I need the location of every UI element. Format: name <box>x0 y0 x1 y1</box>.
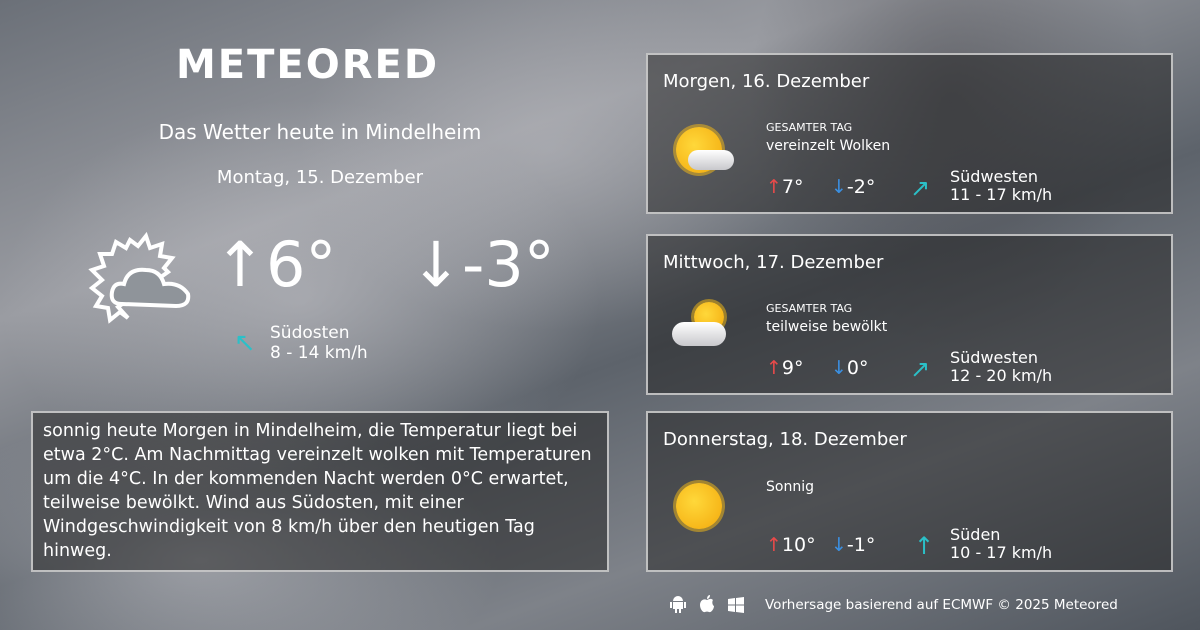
wind-speed: 11 - 17 km/h <box>950 185 1053 204</box>
wind-speed: 8 - 14 km/h <box>270 343 368 363</box>
arrow-up-icon: ↑ <box>766 534 782 556</box>
arrow-down-icon: ↓ <box>831 534 847 556</box>
wind-direction: Südwesten <box>950 348 1038 367</box>
apple-icon[interactable] <box>699 594 715 614</box>
forecast-card[interactable]: Donnerstag, 18. Dezember Sonnig ↑10° ↓-1… <box>646 411 1173 572</box>
card-title: Mittwoch, 17. Dezember <box>663 252 884 273</box>
low-temp: -2° <box>846 176 876 198</box>
wind-direction: Süden <box>950 525 1001 544</box>
wind-direction: Südwesten <box>950 167 1038 186</box>
card-condition: vereinzelt Wolken <box>766 138 891 154</box>
forecast-card[interactable]: Mittwoch, 17. Dezember GESAMTER TAG teil… <box>646 234 1173 395</box>
arrow-down-icon: ↓ <box>831 357 847 379</box>
today-date: Montag, 15. Dezember <box>216 167 424 188</box>
wind-speed: 10 - 17 km/h <box>950 543 1053 562</box>
footer-credit: Vorhersage basierend auf ECMWF © 2025 Me… <box>765 597 1118 613</box>
wind-direction: Südosten <box>270 323 350 343</box>
wind-speed: 12 - 20 km/h <box>950 366 1053 385</box>
meteored-logo[interactable]: METEORED <box>176 42 440 88</box>
arrow-up-icon: ↑ <box>766 357 782 379</box>
sun-cloud-outline-icon <box>88 232 191 324</box>
card-title: Morgen, 16. Dezember <box>663 71 870 92</box>
wind-arrow-icon: ↖ <box>234 328 256 358</box>
high-temp: 7° <box>781 176 804 198</box>
weather-description: sonnig heute Morgen in Mindelheim, die T… <box>31 411 609 572</box>
wind-arrow-icon: ↗ <box>910 355 931 383</box>
windows-icon[interactable] <box>728 597 744 613</box>
low-temp: -1° <box>846 534 876 556</box>
card-condition: teilweise bewölkt <box>766 319 888 335</box>
card-title: Donnerstag, 18. Dezember <box>663 429 907 450</box>
high-temp: 10° <box>781 534 816 556</box>
card-condition: Sonnig <box>766 479 814 495</box>
low-temp: 0° <box>846 357 869 379</box>
high-temp: 9° <box>781 357 804 379</box>
android-icon[interactable] <box>670 594 686 614</box>
today-high: ↑6° <box>214 228 337 301</box>
forecast-card[interactable]: Morgen, 16. Dezember GESAMTER TAG verein… <box>646 53 1173 214</box>
today-wind: Südosten 8 - 14 km/h <box>270 323 368 363</box>
arrow-up-icon: ↑ <box>766 176 782 198</box>
arrow-down-icon: ↓ <box>831 176 847 198</box>
page-title: Das Wetter heute in Mindelheim <box>158 120 482 144</box>
today-low: ↓-3° <box>410 228 555 301</box>
wind-arrow-icon: ↑ <box>914 532 935 560</box>
card-label: GESAMTER TAG <box>766 302 853 315</box>
wind-arrow-icon: ↗ <box>910 174 931 202</box>
card-label: GESAMTER TAG <box>766 121 853 134</box>
